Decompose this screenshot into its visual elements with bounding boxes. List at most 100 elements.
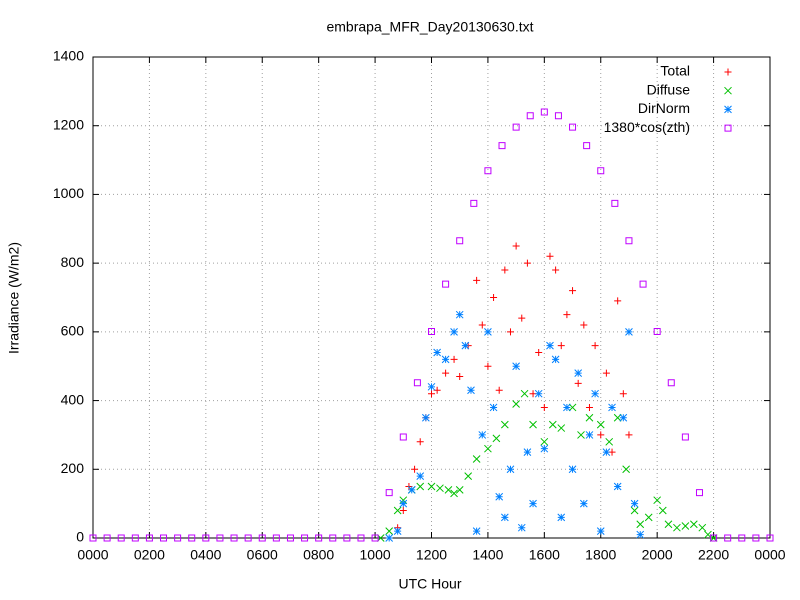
y-tick-label: 1000 bbox=[53, 185, 84, 201]
point bbox=[605, 437, 614, 446]
point bbox=[614, 297, 622, 305]
point bbox=[467, 386, 475, 395]
point bbox=[145, 534, 153, 542]
point bbox=[461, 341, 470, 350]
point bbox=[569, 287, 577, 295]
point bbox=[639, 280, 647, 288]
point bbox=[563, 311, 571, 319]
point bbox=[393, 506, 402, 515]
point bbox=[498, 142, 506, 150]
point bbox=[540, 437, 549, 446]
point bbox=[399, 433, 407, 441]
point bbox=[529, 420, 537, 429]
point bbox=[244, 534, 252, 542]
point bbox=[622, 465, 630, 474]
point bbox=[540, 403, 548, 411]
y-tick-label: 400 bbox=[61, 391, 85, 407]
point bbox=[608, 403, 616, 412]
point bbox=[574, 369, 583, 377]
point bbox=[557, 513, 566, 522]
point bbox=[520, 389, 529, 398]
point bbox=[551, 355, 560, 364]
point bbox=[667, 379, 675, 387]
x-tick-label: 1400 bbox=[472, 547, 503, 563]
point bbox=[695, 489, 703, 497]
point bbox=[546, 341, 554, 350]
chart-title: embrapa_MFR_Day20130630.txt bbox=[326, 19, 533, 35]
point bbox=[495, 492, 504, 501]
point bbox=[456, 237, 464, 245]
point bbox=[689, 520, 698, 529]
point bbox=[301, 534, 309, 542]
point bbox=[517, 523, 526, 532]
point bbox=[399, 499, 408, 508]
x-tick-label: 0000 bbox=[77, 547, 108, 563]
point bbox=[636, 520, 645, 529]
point bbox=[591, 342, 599, 350]
point bbox=[442, 280, 450, 288]
point bbox=[441, 355, 450, 364]
point bbox=[399, 507, 407, 515]
point bbox=[188, 534, 196, 542]
point bbox=[585, 413, 594, 422]
point bbox=[160, 534, 168, 542]
legend-marker bbox=[724, 68, 732, 76]
point bbox=[597, 431, 605, 439]
x-tick-label: 1000 bbox=[360, 547, 391, 563]
point bbox=[450, 355, 458, 363]
legend-marker bbox=[724, 124, 732, 132]
point bbox=[546, 252, 554, 260]
point bbox=[710, 534, 718, 542]
point bbox=[230, 534, 238, 542]
point bbox=[613, 482, 622, 491]
point bbox=[428, 328, 435, 336]
point bbox=[427, 382, 436, 391]
point bbox=[512, 242, 520, 250]
point bbox=[512, 400, 520, 408]
point bbox=[574, 379, 582, 387]
point bbox=[343, 534, 351, 542]
point bbox=[766, 534, 774, 542]
x-tick-label: 0600 bbox=[247, 547, 278, 563]
point bbox=[393, 527, 402, 535]
point bbox=[450, 489, 458, 498]
point bbox=[450, 328, 458, 336]
point bbox=[602, 448, 611, 456]
point bbox=[442, 369, 450, 377]
point bbox=[563, 403, 571, 412]
point bbox=[385, 534, 394, 542]
point bbox=[658, 506, 667, 515]
point bbox=[613, 413, 622, 422]
point bbox=[523, 448, 532, 456]
point bbox=[216, 534, 224, 542]
legend-label: DirNorm bbox=[638, 100, 690, 116]
legend-marker bbox=[724, 105, 732, 114]
x-tick-label: 1800 bbox=[585, 547, 616, 563]
x-tick-label: 0400 bbox=[190, 547, 221, 563]
point bbox=[385, 527, 394, 535]
point bbox=[583, 142, 591, 150]
point bbox=[534, 389, 543, 398]
point bbox=[484, 444, 492, 453]
point bbox=[585, 431, 594, 439]
y-tick-label: 1200 bbox=[53, 116, 84, 132]
point bbox=[202, 534, 210, 542]
point bbox=[557, 424, 566, 432]
point bbox=[653, 328, 661, 336]
point bbox=[535, 348, 543, 356]
point bbox=[470, 199, 478, 207]
x-tick-label: 1200 bbox=[416, 547, 447, 563]
legend-marker bbox=[724, 86, 732, 95]
point bbox=[464, 472, 473, 481]
x-tick-label: 0200 bbox=[134, 547, 165, 563]
point bbox=[411, 465, 419, 473]
point bbox=[427, 482, 436, 491]
point bbox=[625, 237, 633, 245]
point bbox=[258, 534, 266, 542]
point bbox=[455, 310, 464, 319]
y-axis-label: Irradiance (W/m2) bbox=[6, 242, 22, 354]
y-tick-label: 0 bbox=[76, 529, 84, 545]
point bbox=[619, 390, 627, 398]
point bbox=[492, 434, 501, 443]
